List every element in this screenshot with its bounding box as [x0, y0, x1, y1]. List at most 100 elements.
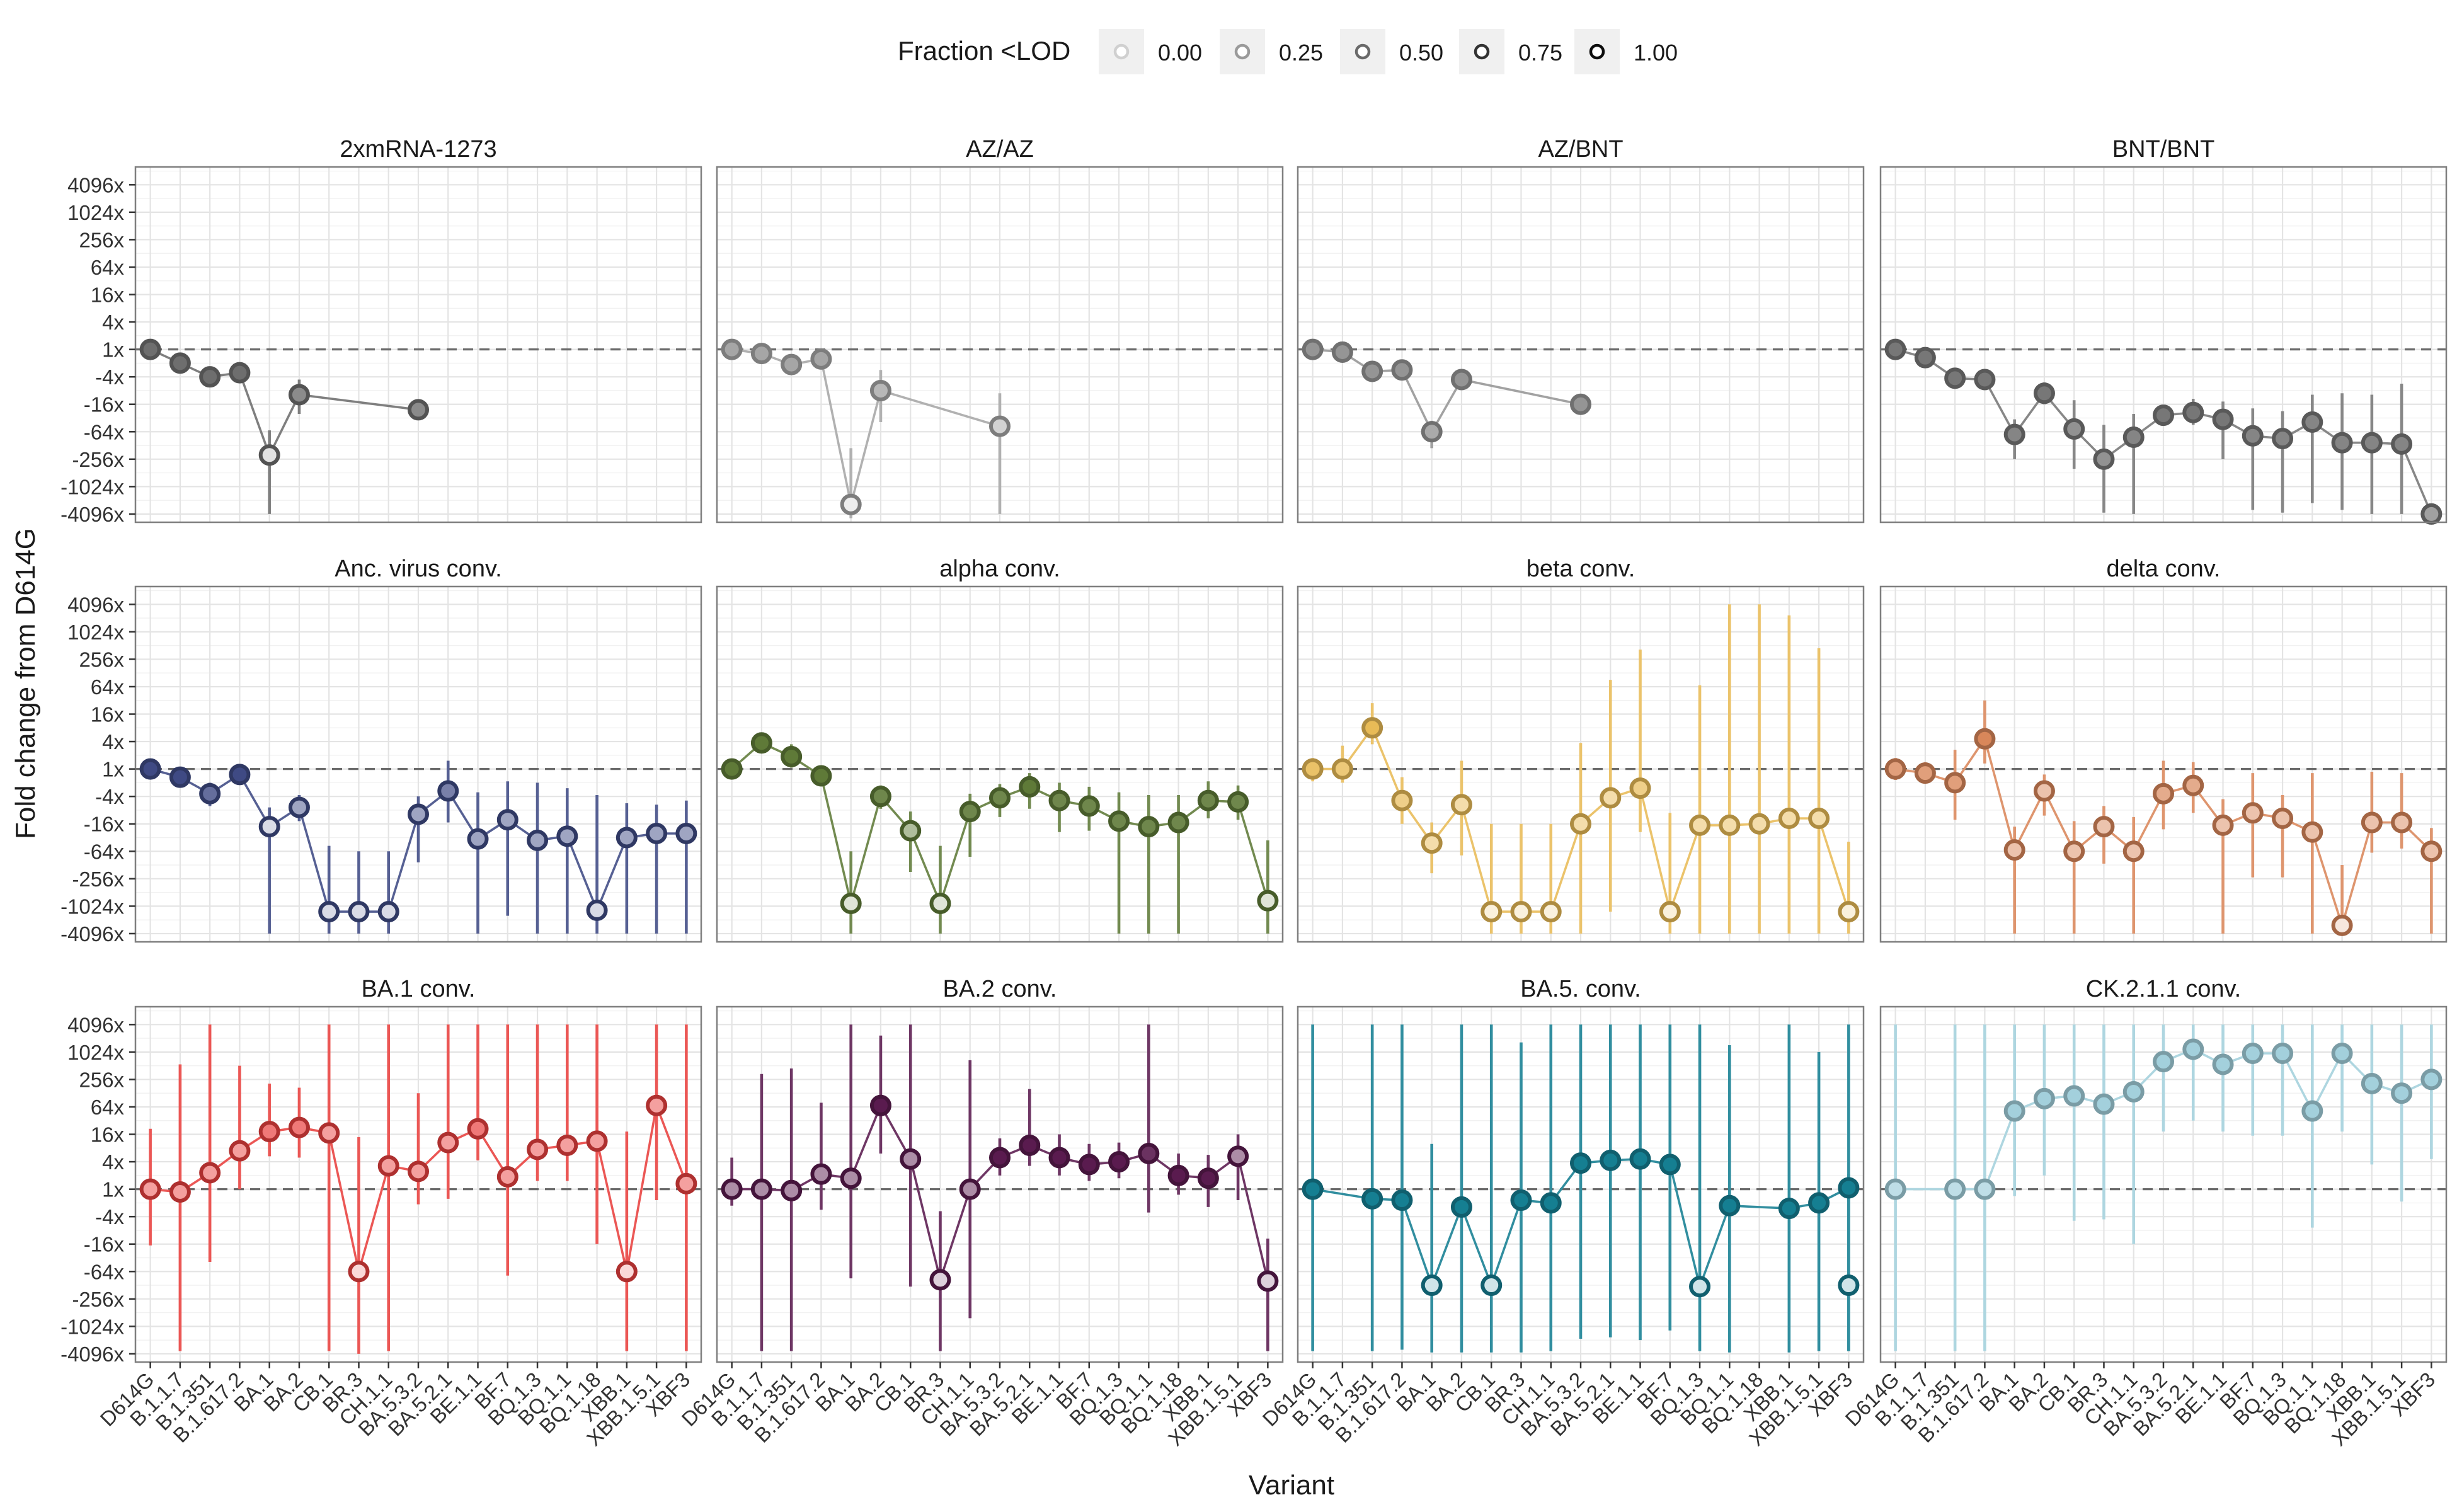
data-point [1629, 777, 1651, 799]
panel: Anc. virus conv. 4096x 1024x 256x 64x 16x 4x 1x… [60, 550, 702, 946]
data-point [929, 1269, 951, 1291]
legend: Fraction <LOD 0.00 0.25 0.50 0.75 1.00 [898, 29, 1678, 74]
data-point [646, 1094, 668, 1116]
data-point [467, 828, 489, 850]
data-point [1138, 816, 1160, 838]
y-tick-label: -4096x [60, 503, 124, 526]
data-point [496, 1166, 518, 1188]
y-tick-label: 64x [91, 675, 125, 699]
y-tick-label: 1x [102, 1178, 124, 1201]
data-point [348, 1261, 370, 1283]
data-point [2122, 426, 2145, 448]
data-point [2153, 1051, 2174, 1073]
data-point [869, 1094, 891, 1116]
data-point [2272, 1043, 2294, 1065]
data-point [437, 1131, 459, 1154]
data-point [527, 1138, 549, 1160]
panel-border [1879, 166, 2448, 524]
data-point [1659, 1154, 1681, 1176]
data-point [139, 1178, 161, 1200]
data-point [1884, 338, 1906, 360]
data-point [1944, 1178, 1966, 1200]
data-point [1748, 813, 1770, 835]
data-point [2242, 425, 2264, 447]
data-point [616, 1261, 638, 1283]
data-point [1078, 795, 1100, 817]
panel-title: BA.5. conv. [1520, 976, 1641, 1002]
data-point [1450, 794, 1472, 816]
data-point [750, 732, 772, 754]
data-point [408, 803, 429, 825]
data-point [288, 384, 310, 406]
data-point [1048, 1147, 1070, 1169]
panel: BA.5. conv.D614GB.1.1.7B.1.351B.1.617.2B… [1257, 970, 1865, 1450]
data-point [318, 1122, 340, 1144]
legend-entry-label: 1.00 [1634, 40, 1678, 66]
data-point [2122, 1081, 2145, 1103]
data-point [1838, 901, 1860, 923]
data-point [2063, 418, 2085, 440]
data-point [675, 1172, 697, 1194]
data-point [2420, 1068, 2443, 1091]
data-point [1808, 1192, 1830, 1214]
panel-strip [135, 130, 701, 167]
legend-key-marker [1113, 43, 1130, 60]
panel-strip [1298, 550, 1864, 587]
panel-title: alpha conv. [939, 556, 1060, 582]
panel-title: BA.2 conv. [943, 976, 1057, 1002]
data-point [1570, 813, 1591, 835]
data-point [1884, 1178, 1906, 1200]
data-point [675, 822, 697, 844]
data-point [869, 379, 891, 401]
data-point [1138, 1143, 1160, 1165]
x-axis-label: Variant [1249, 1470, 1334, 1501]
data-point [1257, 890, 1279, 912]
panel-title: delta conv. [2107, 556, 2221, 582]
data-point [496, 809, 518, 831]
data-point [1778, 808, 1800, 830]
y-tick-label: 4x [102, 730, 124, 753]
data-point [810, 1163, 832, 1185]
y-tick-label: 256x [79, 228, 124, 251]
panel: beta conv. [1297, 550, 1865, 943]
panel: BA.1 conv. 4096x 1024x 256x 64x 16x 4x 1x -4x -16… [60, 970, 702, 1450]
data-point [1361, 717, 1383, 739]
y-tick-label: 4x [102, 311, 124, 334]
panel-title: BNT/BNT [2112, 136, 2215, 163]
data-point [1600, 787, 1622, 809]
legend-key-marker [1474, 43, 1490, 60]
panel-title: beta conv. [1526, 556, 1635, 582]
data-point [1421, 832, 1443, 854]
y-tick-label: 64x [91, 1096, 125, 1119]
panel-title: AZ/AZ [966, 136, 1034, 163]
panel-border [134, 585, 702, 943]
data-point [2272, 808, 2294, 830]
data-point [2063, 1085, 2085, 1107]
y-tick-label: -256x [72, 868, 124, 891]
data-point [1510, 1189, 1532, 1211]
data-point [229, 362, 251, 384]
data-point [959, 801, 981, 823]
data-point [258, 1121, 280, 1143]
data-point [1167, 1164, 1189, 1186]
data-point [467, 1118, 489, 1140]
data-point [377, 1155, 399, 1177]
data-point [1019, 776, 1041, 798]
y-tick-label: 4096x [67, 593, 124, 616]
data-point [2033, 382, 2055, 404]
data-point [556, 1134, 578, 1156]
data-point [288, 1116, 310, 1138]
panel-border [134, 166, 702, 524]
data-point [1480, 1274, 1503, 1297]
y-tick-label: 1024x [67, 1041, 124, 1064]
y-tick-label: -16x [84, 1233, 125, 1256]
data-point [2361, 1072, 2383, 1094]
data-point [2182, 1038, 2204, 1060]
panel-strip [1298, 130, 1864, 167]
legend-entry-label: 0.75 [1518, 40, 1562, 66]
legend-entry-label: 0.00 [1158, 40, 1202, 66]
panel-strip [135, 550, 701, 587]
y-tick-label: 64x [91, 256, 125, 279]
data-point [169, 352, 191, 374]
